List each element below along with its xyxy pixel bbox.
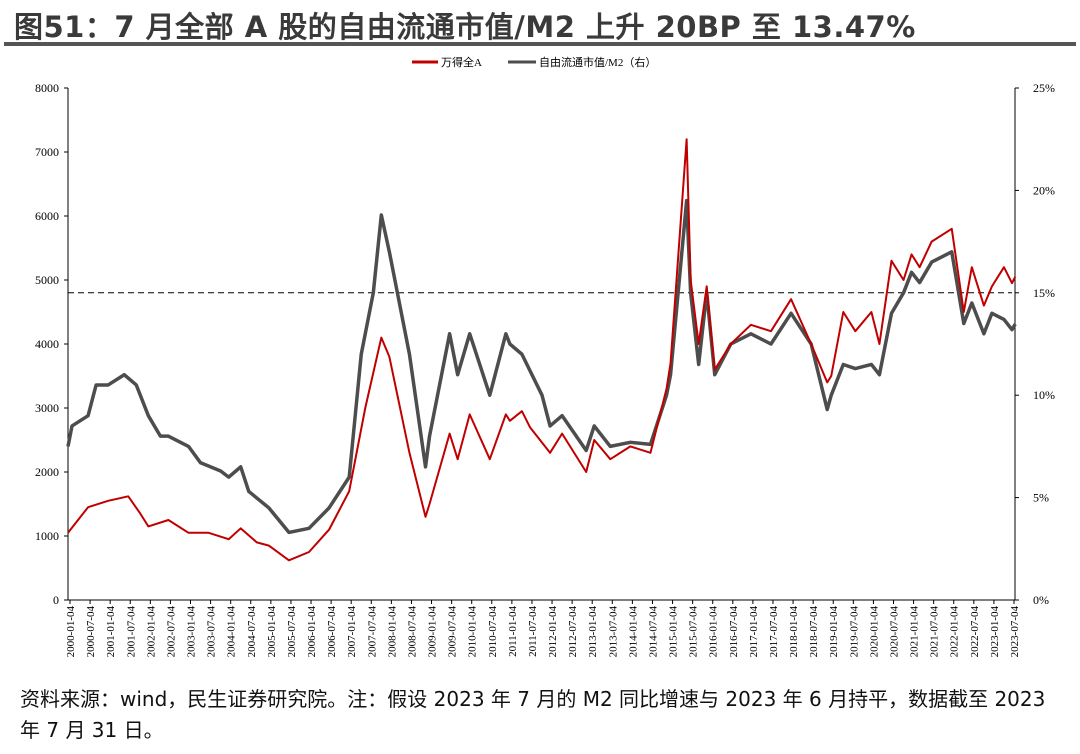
x-tick-label: 2016-01-04: [708, 606, 720, 658]
x-tick-label: 2013-01-04: [587, 606, 599, 658]
x-tick-label: 2019-01-04: [828, 606, 840, 658]
x-tick-label: 2007-01-04: [346, 606, 358, 658]
x-tick-label: 2005-01-04: [266, 606, 278, 658]
x-tick-label: 2006-01-04: [306, 606, 318, 658]
source-note: 资料来源：wind，民生证券研究院。注：假设 2023 年 7 月的 M2 同比…: [20, 687, 1046, 742]
y-left-tick-label: 3000: [35, 401, 59, 415]
y-left-tick-label: 7000: [35, 145, 59, 159]
y-left-tick-label: 0: [53, 593, 59, 607]
x-tick-label: 2003-01-04: [186, 606, 198, 658]
x-tick-label: 2023-07-04: [1009, 606, 1021, 658]
x-tick-label: 2021-01-04: [909, 606, 921, 658]
x-tick-label: 2015-01-04: [668, 606, 680, 658]
y-left-tick-label: 1000: [35, 529, 59, 543]
x-tick-label: 2013-07-04: [607, 606, 619, 658]
y-right-tick-label: 5%: [1033, 491, 1049, 505]
y-left-tick-label: 4000: [35, 337, 59, 351]
y-right-tick-label: 15%: [1033, 286, 1055, 300]
x-tick-label: 2017-07-04: [768, 606, 780, 658]
x-tick-label: 2018-07-04: [808, 606, 820, 658]
x-tick-label: 2012-07-04: [567, 606, 579, 658]
x-tick-label: 2001-07-04: [125, 606, 137, 658]
y-left-tick-label: 8000: [35, 81, 59, 95]
title-divider: [4, 42, 1076, 46]
x-tick-label: 2021-07-04: [929, 606, 941, 658]
x-tick-label: 2011-07-04: [527, 606, 539, 657]
x-tick-label: 2009-01-04: [427, 606, 439, 658]
legend-label-ratio: 自由流通市值/M2（右）: [539, 55, 656, 69]
x-tick-label: 2020-07-04: [888, 606, 900, 658]
y-left-tick-label: 2000: [35, 465, 59, 479]
x-tick-label: 2012-01-04: [547, 606, 559, 658]
legend: 万得全A 自由流通市值/M2（右）: [412, 55, 656, 69]
series-line-wind-a: [67, 138, 1017, 562]
x-tick-label: 2002-01-04: [145, 606, 157, 658]
chart: 万得全A 自由流通市值/M2（右） 0 1000 2000 3000 4000 5000 6…: [35, 55, 1055, 658]
x-tick-label: 2022-01-04: [949, 606, 961, 658]
y-right-tick-label: 0%: [1033, 593, 1049, 607]
x-tick-label: 2001-01-04: [105, 606, 117, 658]
x-tick-label: 2005-07-04: [286, 606, 298, 658]
x-tick-label: 2003-07-04: [206, 606, 218, 658]
x-tick-label: 2023-01-04: [989, 606, 1001, 658]
x-tick-label: 2002-07-04: [165, 606, 177, 658]
y-left-tick-label: 5000: [35, 273, 59, 287]
x-tick-label: 2004-07-04: [246, 606, 258, 658]
x-tick-label: 2010-07-04: [487, 606, 499, 658]
x-tick-label: 2014-01-04: [627, 606, 639, 658]
x-tick-label: 2006-07-04: [326, 606, 338, 658]
x-tick-label: 2016-07-04: [728, 606, 740, 658]
y-left-tick-label: 6000: [35, 209, 59, 223]
x-tick-label: 2017-01-04: [748, 606, 760, 658]
x-tick-label: 2007-07-04: [366, 606, 378, 658]
x-tick-label: 2000-01-04: [65, 606, 77, 658]
x-tick-label: 2009-07-04: [447, 606, 459, 658]
legend-label-wind-a: 万得全A: [441, 55, 482, 69]
y-right-tick-label: 10%: [1033, 388, 1055, 402]
x-tick-label: 2019-07-04: [848, 606, 860, 658]
x-tick-label: 2020-01-04: [868, 606, 880, 658]
y-right-tick-label: 25%: [1033, 81, 1055, 95]
figure-title: 图51：7 月全部 A 股的自由流通市值/M2 上升 20BP 至 13.47%: [14, 10, 916, 44]
x-tick-label: 2015-07-04: [688, 606, 700, 658]
x-tick-label: 2018-01-04: [788, 606, 800, 658]
x-tick-label: 2022-07-04: [969, 606, 981, 658]
x-tick-label: 2011-01-04: [507, 606, 519, 657]
x-tick-label: 2008-07-04: [406, 606, 418, 658]
series-line-ratio: [66, 198, 1017, 535]
x-tick-label: 2014-07-04: [647, 606, 659, 658]
x-tick-label: 2000-07-04: [85, 606, 97, 658]
x-tick-label: 2004-01-04: [226, 606, 238, 658]
x-tick-label: 2010-01-04: [467, 606, 479, 658]
y-right-tick-label: 20%: [1033, 183, 1055, 197]
x-tick-label: 2008-01-04: [386, 606, 398, 658]
